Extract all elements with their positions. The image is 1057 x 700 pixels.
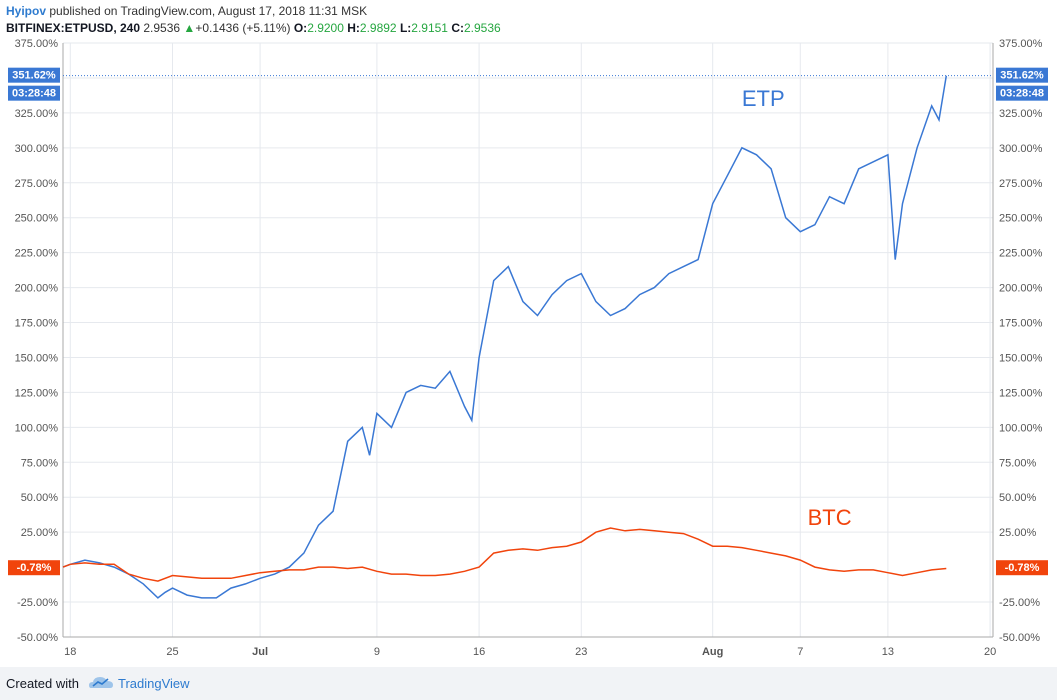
y-tick-label-right: -25.00%	[999, 597, 1040, 609]
series-line-btc	[62, 527, 947, 582]
close-label: C:	[451, 21, 464, 35]
badge-btc-left-text: -0.78%	[17, 562, 52, 574]
y-tick-label-left: 100.00%	[15, 422, 59, 434]
y-tick-label-left: 250.00%	[15, 213, 59, 225]
y-tick-label-left: -25.00%	[17, 597, 58, 609]
open-value: 2.9200	[307, 21, 344, 35]
y-tick-label-right: 100.00%	[999, 422, 1043, 434]
created-with-text: Created with	[6, 676, 79, 691]
y-tick-label-right: 250.00%	[999, 213, 1043, 225]
close-value: 2.9536	[464, 21, 501, 35]
badge-time-right: 03:28:48	[996, 85, 1048, 101]
y-tick-label-left: 150.00%	[15, 352, 59, 364]
last-price: 2.9536	[143, 21, 181, 35]
y-tick-label-left: 225.00%	[15, 248, 59, 260]
x-tick-label: 16	[473, 646, 485, 658]
x-tick-label: 25	[166, 646, 178, 658]
chart-header: Hyipov published on TradingView.com, Aug…	[6, 3, 501, 37]
badge-time-right-bg	[996, 85, 1048, 101]
badge-btc-right: -0.78%	[996, 560, 1048, 576]
badge-etp-left-text: 351.62%	[12, 70, 56, 82]
high-label: H:	[347, 21, 360, 35]
y-tick-label-left: 325.00%	[15, 108, 59, 120]
symbol: BITFINEX:ETPUSD, 240	[6, 21, 141, 35]
y-tick-label-left: 50.00%	[21, 492, 59, 504]
y-tick-label-right: -50.00%	[999, 632, 1040, 644]
x-tick-label: 13	[882, 646, 894, 658]
y-tick-label-left: 175.00%	[15, 318, 59, 330]
y-tick-label-right: 50.00%	[999, 492, 1037, 504]
x-tick-label: 18	[64, 646, 76, 658]
etp-label: ETP	[742, 86, 785, 111]
y-tick-label-right: 275.00%	[999, 178, 1043, 190]
badge-time-left: 03:28:48	[8, 85, 60, 101]
badge-btc-left: -0.78%	[8, 560, 60, 576]
series-line-etp	[62, 75, 948, 599]
publish-text: published on TradingView.com, August 17,…	[49, 4, 368, 18]
btc-label: BTC	[808, 505, 852, 530]
author-name[interactable]: Hyipov	[6, 4, 47, 18]
badge-time-left-text: 03:28:48	[12, 88, 56, 100]
x-tick-label: Jul	[252, 646, 268, 658]
badge-btc-right-text: -0.78%	[1005, 562, 1040, 574]
badge-etp-right-bg	[996, 67, 1048, 83]
y-tick-label-right: 300.00%	[999, 143, 1043, 155]
open-label: O:	[293, 21, 308, 35]
y-tick-label-right: 125.00%	[999, 387, 1043, 399]
up-arrow-icon: ▲	[183, 21, 196, 35]
y-tick-label-right: 175.00%	[999, 318, 1043, 330]
x-tick-label: 20	[984, 646, 996, 658]
y-tick-label-left: 125.00%	[15, 387, 59, 399]
y-tick-label-left: 200.00%	[15, 283, 59, 295]
x-tick-label: 9	[374, 646, 380, 658]
badge-etp-right: 351.62%	[996, 67, 1048, 83]
chart-canvas[interactable]: -50.00% -50.00% -25.00% -25.00% 25.00% 25.00%…	[0, 0, 1057, 667]
low-label: L:	[399, 21, 412, 35]
symbol-line: BITFINEX:ETPUSD, 240 2.9536 ▲+0.1436 (+5…	[6, 20, 501, 37]
y-tick-label-right: 225.00%	[999, 248, 1043, 260]
badge-etp-left: 351.62%	[8, 67, 60, 83]
high-value: 2.9892	[359, 21, 397, 35]
y-tick-label-left: 75.00%	[21, 457, 59, 469]
y-tick-label-right: 25.00%	[999, 527, 1037, 539]
badge-time-left-bg	[8, 85, 60, 101]
y-tick-label-right: 325.00%	[999, 108, 1043, 120]
badge-btc-left-bg	[8, 560, 60, 576]
publish-line: Hyipov published on TradingView.com, Aug…	[6, 3, 501, 20]
y-tick-label-right: 200.00%	[999, 283, 1043, 295]
badge-btc-right-bg	[996, 560, 1048, 576]
tradingview-link[interactable]: TradingView	[118, 676, 190, 691]
y-tick-label-left: 25.00%	[21, 527, 59, 539]
tradingview-cloud-icon[interactable]	[88, 674, 114, 692]
x-tick-label: Aug	[702, 646, 723, 658]
badge-etp-left-bg	[8, 67, 60, 83]
badge-etp-right-text: 351.62%	[1000, 70, 1044, 82]
low-value: 2.9151	[411, 21, 448, 35]
badge-time-right-text: 03:28:48	[1000, 88, 1044, 100]
footer: Created with TradingView	[0, 667, 1057, 700]
y-tick-label-left: -50.00%	[17, 632, 58, 644]
y-tick-label-right: 150.00%	[999, 352, 1043, 364]
price-change: +0.1436 (+5.11%)	[195, 21, 291, 35]
x-tick-label: 23	[575, 646, 587, 658]
y-tick-label-left: 275.00%	[15, 178, 59, 190]
x-tick-label: 7	[797, 646, 803, 658]
y-tick-label-left: 375.00%	[15, 38, 59, 50]
y-tick-label-left: 300.00%	[15, 143, 59, 155]
y-tick-label-right: 75.00%	[999, 457, 1037, 469]
y-tick-label-right: 375.00%	[999, 38, 1043, 50]
